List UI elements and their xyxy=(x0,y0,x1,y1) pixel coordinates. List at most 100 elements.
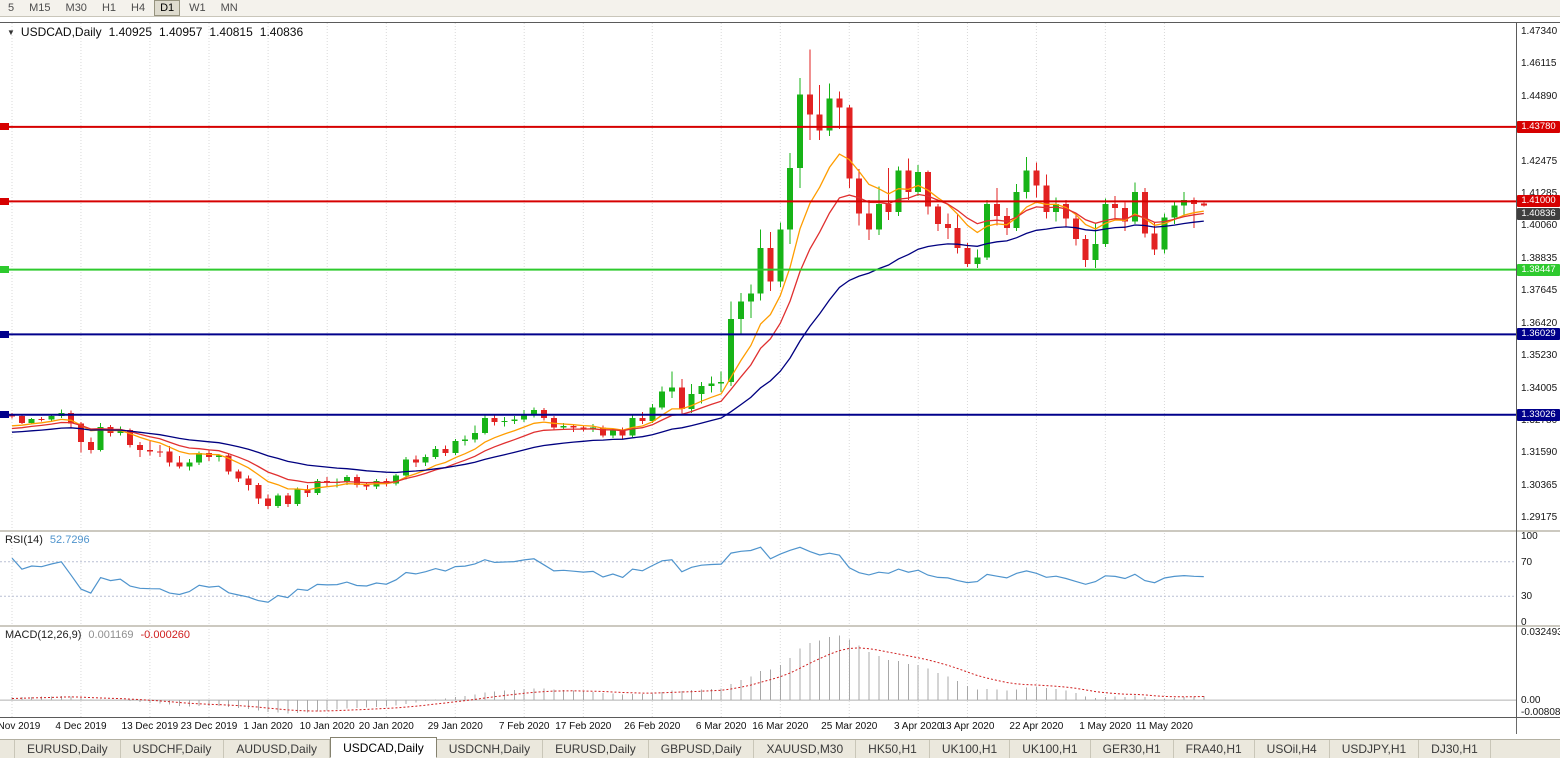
candle-body xyxy=(1161,217,1168,250)
symbol-dropdown-icon[interactable]: ▼ xyxy=(7,27,15,37)
horizontal-lines[interactable] xyxy=(0,125,1516,416)
chart-tab-xauusd-m30[interactable]: XAUUSD,M30 xyxy=(754,740,857,758)
candle-body xyxy=(491,418,498,423)
chart-tab-fra40-h1[interactable]: FRA40,H1 xyxy=(1174,740,1255,758)
date-axis-label: 20 Jan 2020 xyxy=(358,721,414,732)
indicator-level-lines xyxy=(0,561,1516,701)
candle-body xyxy=(1062,204,1069,219)
candle-body xyxy=(471,432,478,440)
timeframe-button-d1[interactable]: D1 xyxy=(154,0,181,16)
chart-tab-hk50-h1[interactable]: HK50,H1 xyxy=(856,740,930,758)
timeframe-button-w1[interactable]: W1 xyxy=(189,2,206,14)
overlay-ma-mid xyxy=(11,193,1204,484)
date-axis-label: 11 May 2020 xyxy=(1135,721,1193,732)
candle-body xyxy=(294,489,301,504)
candle-body xyxy=(777,229,784,282)
candle-body xyxy=(865,213,872,230)
candle-body xyxy=(954,228,961,249)
candle-body xyxy=(974,257,981,265)
candle-body xyxy=(511,419,518,421)
candle-body xyxy=(403,459,409,476)
timeframe-button-h1[interactable]: H1 xyxy=(101,2,116,14)
candle-body xyxy=(600,427,606,436)
chart-tab-ger30-h1[interactable]: GER30,H1 xyxy=(1091,740,1174,758)
candle-body xyxy=(363,485,370,487)
candle-body xyxy=(1122,208,1129,222)
symbol-timeframe-label: USDCAD,Daily xyxy=(20,25,102,39)
candle-body xyxy=(747,293,754,302)
candle-body xyxy=(1082,238,1089,261)
candle-body xyxy=(1023,170,1030,192)
candle-body xyxy=(688,394,695,409)
candle-body xyxy=(1151,233,1158,250)
candle-body xyxy=(1053,204,1060,213)
candle-body xyxy=(1171,205,1178,218)
ohlc-high: 1.40957 xyxy=(159,25,203,39)
candle-body xyxy=(944,224,951,229)
chart-tab-dj30-h1[interactable]: DJ30,H1 xyxy=(1419,740,1491,758)
axis-corner-divider xyxy=(1516,718,1517,734)
timeframe-button-mn[interactable]: MN xyxy=(220,2,238,14)
candle-body xyxy=(314,481,321,494)
timeframe-button-h4[interactable]: H4 xyxy=(131,2,146,14)
chart-tab-uk100-h1[interactable]: UK100,H1 xyxy=(930,740,1011,758)
date-axis-label: 29 Jan 2020 xyxy=(427,721,483,732)
chart-tab-usdcnh-daily[interactable]: USDCNH,Daily xyxy=(437,740,544,758)
candle-body xyxy=(166,451,173,463)
candle-body xyxy=(137,444,144,451)
date-axis-label: 7 Feb 2020 xyxy=(498,721,550,732)
candle-body xyxy=(1131,191,1138,222)
chart-tabs-bar: EURUSD,Daily USDCHF,Daily AUDUSD,Daily USDC… xyxy=(0,737,1560,758)
chart-tab-eurusd-daily[interactable]: EURUSD,Daily xyxy=(543,740,649,758)
chart-tab-usoil-h4[interactable]: USOil,H4 xyxy=(1255,740,1330,758)
candle-body xyxy=(1072,218,1079,239)
macd-name: MACD(12,26,9) xyxy=(5,629,82,641)
chart-tab-usdchf-daily[interactable]: USDCHF,Daily xyxy=(121,740,225,758)
candle-body xyxy=(225,455,232,472)
candle-body xyxy=(856,178,863,214)
macd-signal-line xyxy=(11,647,1204,712)
chart-tab-eurusd-daily[interactable]: EURUSD,Daily xyxy=(14,740,121,758)
date-axis-label: 22 Apr 2020 xyxy=(1009,721,1064,732)
timeframe-button-m15[interactable]: M15 xyxy=(29,2,51,14)
candle-body xyxy=(619,430,626,436)
candle-body xyxy=(1003,216,1010,229)
candle-body xyxy=(846,107,853,179)
candle-body xyxy=(806,94,813,115)
candle-body xyxy=(481,418,488,433)
candle-body xyxy=(265,498,272,506)
candle-body xyxy=(462,439,469,441)
candle-body xyxy=(422,456,429,463)
candle-body xyxy=(1181,199,1188,206)
chart-tab-usdcad-daily[interactable]: USDCAD,Daily xyxy=(330,737,437,758)
candle-body xyxy=(1141,191,1148,234)
chart-tab-uk100-h1[interactable]: UK100,H1 xyxy=(1010,740,1091,758)
candle-body xyxy=(235,471,242,479)
candle-body xyxy=(28,418,35,423)
date-axis-label: 1 Jan 2020 xyxy=(243,721,293,732)
candle-body xyxy=(186,462,193,467)
chart-tab-usdjpy-h1[interactable]: USDJPY,H1 xyxy=(1330,740,1420,758)
date-axis-label: 25 Nov 2019 xyxy=(0,721,41,732)
candle-body xyxy=(728,319,735,382)
candle-body xyxy=(560,426,567,428)
candle-body xyxy=(816,114,823,131)
candle-body xyxy=(1043,185,1050,213)
candlesticks xyxy=(9,49,1207,510)
candle-body xyxy=(304,489,311,494)
candle-body xyxy=(718,381,725,384)
overlay-ma-slow xyxy=(11,220,1204,474)
chart-tab-audusd-daily[interactable]: AUDUSD,Daily xyxy=(224,740,331,758)
date-axis-label: 1 May 2020 xyxy=(1079,721,1132,732)
chart-area[interactable] xyxy=(0,22,1560,718)
timeframe-button-5[interactable]: 5 xyxy=(8,2,15,14)
timeframe-button-m30[interactable]: M30 xyxy=(65,2,87,14)
candle-body xyxy=(797,94,803,168)
timeframe-toolbar: 5 M15 M30 H1 H4 D1 W1 MN xyxy=(0,0,1560,17)
price-axis[interactable] xyxy=(1516,22,1560,734)
candle-body xyxy=(994,204,1000,217)
candle-body xyxy=(767,248,774,282)
candle-body xyxy=(905,170,912,192)
chart-tab-gbpusd-daily[interactable]: GBPUSD,Daily xyxy=(649,740,755,758)
